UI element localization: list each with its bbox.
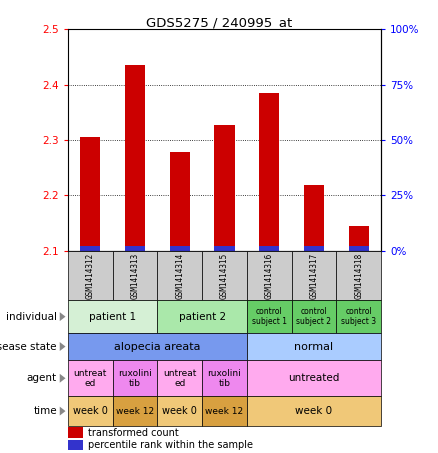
Text: patient 2: patient 2 <box>179 312 226 322</box>
Bar <box>170 246 190 251</box>
FancyBboxPatch shape <box>202 251 247 300</box>
Text: GSM1414317: GSM1414317 <box>310 252 318 299</box>
Bar <box>247 360 381 396</box>
Bar <box>304 185 324 251</box>
Text: GSM1414315: GSM1414315 <box>220 252 229 299</box>
Text: control
subject 2: control subject 2 <box>297 307 332 326</box>
Text: GDS5275 / 240995_at: GDS5275 / 240995_at <box>146 16 292 29</box>
Text: transformed count: transformed count <box>88 428 179 438</box>
Text: disease state: disease state <box>0 342 57 352</box>
Text: GSM1414318: GSM1414318 <box>354 252 363 299</box>
Bar <box>336 300 381 333</box>
Bar <box>68 360 113 396</box>
Bar <box>259 93 279 251</box>
FancyBboxPatch shape <box>336 251 381 300</box>
Bar <box>247 333 381 360</box>
Bar <box>259 246 279 251</box>
Bar <box>247 300 292 333</box>
Bar <box>157 360 202 396</box>
Text: patient 1: patient 1 <box>89 312 136 322</box>
Text: percentile rank within the sample: percentile rank within the sample <box>88 440 253 450</box>
FancyBboxPatch shape <box>113 251 157 300</box>
Bar <box>68 396 113 426</box>
Text: control
subject 1: control subject 1 <box>252 307 287 326</box>
Text: GSM1414314: GSM1414314 <box>175 252 184 299</box>
Text: alopecia areata: alopecia areata <box>114 342 201 352</box>
Text: ruxolini
tib: ruxolini tib <box>118 369 152 388</box>
Bar <box>215 125 234 251</box>
Text: week 12: week 12 <box>205 407 244 415</box>
Bar <box>157 396 202 426</box>
Text: individual: individual <box>6 312 57 322</box>
Bar <box>125 65 145 251</box>
Bar <box>349 246 369 251</box>
Bar <box>304 246 324 251</box>
FancyBboxPatch shape <box>68 251 113 300</box>
Text: control
subject 3: control subject 3 <box>341 307 376 326</box>
FancyBboxPatch shape <box>247 251 292 300</box>
Bar <box>170 152 190 251</box>
Bar <box>68 300 157 333</box>
Bar <box>68 440 82 450</box>
Bar <box>349 226 369 251</box>
Text: week 12: week 12 <box>116 407 154 415</box>
Text: time: time <box>33 406 57 416</box>
Bar <box>113 360 157 396</box>
Text: GSM1414312: GSM1414312 <box>86 252 95 299</box>
Bar <box>157 300 247 333</box>
Text: untreated: untreated <box>288 373 339 383</box>
Bar <box>80 137 100 251</box>
FancyBboxPatch shape <box>292 251 336 300</box>
Bar <box>68 333 247 360</box>
Bar <box>113 396 157 426</box>
FancyBboxPatch shape <box>157 251 202 300</box>
Text: agent: agent <box>27 373 57 383</box>
Text: GSM1414313: GSM1414313 <box>131 252 139 299</box>
Bar <box>247 396 381 426</box>
Bar <box>292 300 336 333</box>
Text: untreat
ed: untreat ed <box>163 369 196 388</box>
Text: normal: normal <box>294 342 333 352</box>
Text: week 0: week 0 <box>73 406 108 416</box>
Text: week 0: week 0 <box>295 406 332 416</box>
Bar <box>215 246 234 251</box>
Text: GSM1414316: GSM1414316 <box>265 252 274 299</box>
Bar <box>202 396 247 426</box>
Bar <box>125 246 145 251</box>
Bar <box>80 246 100 251</box>
Bar <box>202 360 247 396</box>
Text: week 0: week 0 <box>162 406 197 416</box>
Text: untreat
ed: untreat ed <box>74 369 107 388</box>
Bar <box>68 427 82 438</box>
Text: ruxolini
tib: ruxolini tib <box>208 369 241 388</box>
